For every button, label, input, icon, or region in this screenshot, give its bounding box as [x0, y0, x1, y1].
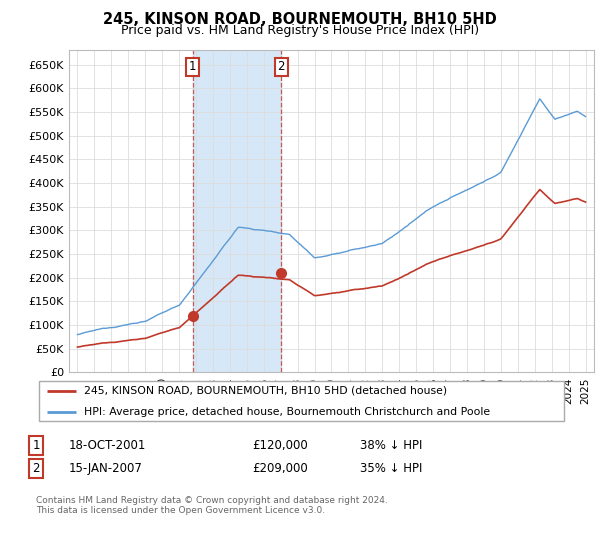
Text: 15-JAN-2007: 15-JAN-2007 [69, 462, 143, 475]
Text: 245, KINSON ROAD, BOURNEMOUTH, BH10 5HD: 245, KINSON ROAD, BOURNEMOUTH, BH10 5HD [103, 12, 497, 27]
Text: 245, KINSON ROAD, BOURNEMOUTH, BH10 5HD (detached house): 245, KINSON ROAD, BOURNEMOUTH, BH10 5HD … [84, 386, 447, 396]
Text: Price paid vs. HM Land Registry's House Price Index (HPI): Price paid vs. HM Land Registry's House … [121, 24, 479, 37]
Bar [193, 50, 281, 372]
Text: Contains HM Land Registry data © Crown copyright and database right 2024.
This d: Contains HM Land Registry data © Crown c… [36, 496, 388, 515]
Text: 2: 2 [32, 462, 40, 475]
Text: £209,000: £209,000 [252, 462, 308, 475]
Text: 1: 1 [32, 438, 40, 452]
Text: 38% ↓ HPI: 38% ↓ HPI [360, 438, 422, 452]
Text: HPI: Average price, detached house, Bournemouth Christchurch and Poole: HPI: Average price, detached house, Bour… [84, 407, 490, 417]
Text: £120,000: £120,000 [252, 438, 308, 452]
Text: 35% ↓ HPI: 35% ↓ HPI [360, 462, 422, 475]
Text: 18-OCT-2001: 18-OCT-2001 [69, 438, 146, 452]
FancyBboxPatch shape [38, 381, 565, 421]
Text: 2: 2 [278, 60, 285, 73]
Text: 1: 1 [189, 60, 196, 73]
